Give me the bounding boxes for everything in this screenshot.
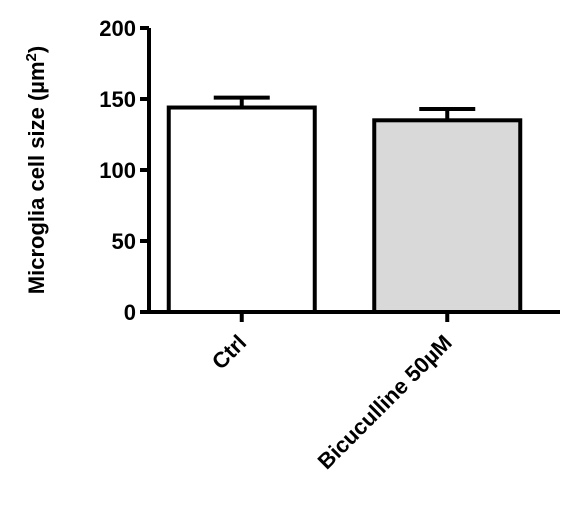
x-tick-label: Ctrl xyxy=(207,330,251,374)
y-tick-label: 50 xyxy=(112,229,136,254)
bar xyxy=(166,105,317,314)
y-axis-title-text: Microglia cell size (µm2) xyxy=(23,46,50,294)
y-tick-label: 200 xyxy=(99,16,136,41)
x-tick-label: Bicuculline 50µM xyxy=(313,330,457,474)
y-tick-label: 150 xyxy=(99,87,136,112)
y-tick-label: 0 xyxy=(124,300,136,325)
y-axis-title: Microglia cell size (µm2) xyxy=(23,46,50,294)
y-tick-label: 100 xyxy=(99,158,136,183)
bar xyxy=(372,118,523,314)
